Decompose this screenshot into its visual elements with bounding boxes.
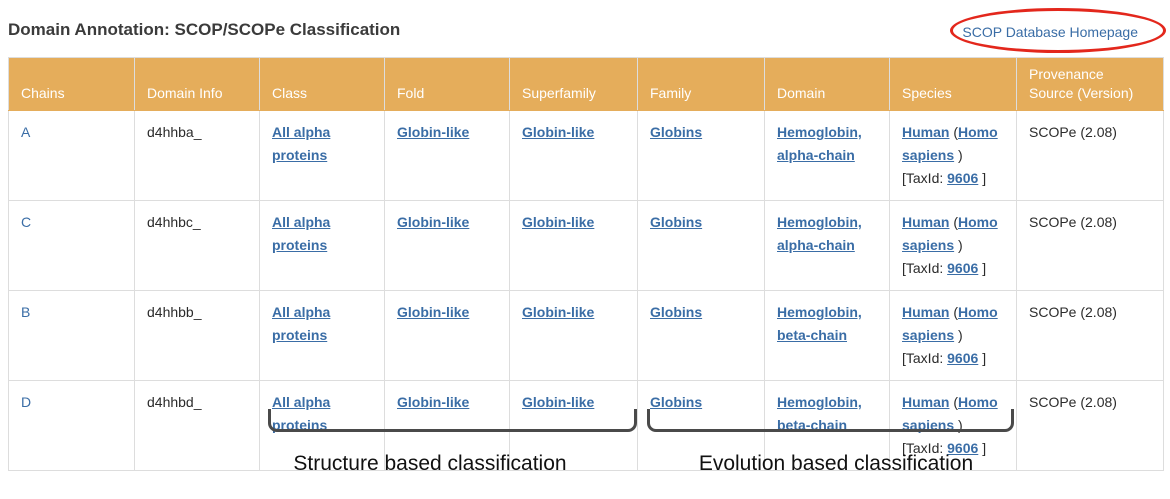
species-taxid-label: ) [TaxId:	[902, 147, 963, 186]
species-taxid-link[interactable]: 9606	[947, 170, 979, 186]
species-scientific-link[interactable]: Homo sapiens	[902, 124, 998, 163]
domain-link[interactable]: Hemoglobin, alpha-chain	[777, 124, 862, 163]
column-header-class: Class	[259, 57, 385, 111]
table-row: D d4hhbd_ All alpha proteins Globin-like…	[8, 380, 1164, 471]
class-link[interactable]: All alpha proteins	[272, 124, 331, 163]
column-header-species: Species	[889, 57, 1017, 111]
species-punctuation: (	[953, 124, 959, 140]
superfamily-link[interactable]: Globin-like	[522, 214, 595, 230]
column-header-domain-info: Domain Info	[134, 57, 260, 111]
domain-link[interactable]: Hemoglobin, alpha-chain	[777, 214, 862, 253]
family-link[interactable]: Globins	[650, 394, 703, 410]
species-common-link[interactable]: Human	[902, 214, 950, 230]
column-header-superfamily: Superfamily	[509, 57, 638, 111]
species-taxid-link[interactable]: 9606	[947, 440, 979, 456]
column-header-chains: Chains	[8, 57, 135, 111]
species-punctuation: ]	[982, 170, 987, 186]
table-row: B d4hhbb_ All alpha proteins Globin-like…	[8, 290, 1164, 381]
column-header-family: Family	[637, 57, 765, 111]
species-taxid-link[interactable]: 9606	[947, 350, 979, 366]
provenance-value: SCOPe (2.08)	[1029, 304, 1117, 320]
structure-classification-label: Structure based classification	[293, 452, 567, 475]
species-punctuation: ]	[982, 440, 987, 456]
domain-info-value: d4hhba_	[147, 124, 202, 140]
domain-info-value: d4hhbb_	[147, 304, 202, 320]
page-title: Domain Annotation: SCOP/SCOPe Classifica…	[8, 20, 401, 39]
chain-link[interactable]: A	[21, 124, 31, 140]
structure-classification-brace	[268, 409, 637, 432]
species-punctuation: (	[953, 304, 959, 320]
species-common-link[interactable]: Human	[902, 304, 950, 320]
species-punctuation: (	[953, 214, 959, 230]
fold-link[interactable]: Globin-like	[397, 214, 470, 230]
provenance-value: SCOPe (2.08)	[1029, 394, 1117, 410]
table-header-row: Chains Domain Info Class Fold Superfamil…	[8, 57, 1164, 111]
provenance-value: SCOPe (2.08)	[1029, 214, 1117, 230]
species-scientific-link[interactable]: Homo sapiens	[902, 304, 998, 343]
species-taxid-label: ) [TaxId:	[902, 327, 963, 366]
family-link[interactable]: Globins	[650, 214, 703, 230]
chain-link[interactable]: D	[21, 394, 32, 410]
class-link[interactable]: All alpha proteins	[272, 214, 331, 253]
superfamily-link[interactable]: Globin-like	[522, 394, 595, 410]
species-common-link[interactable]: Human	[902, 394, 950, 410]
column-header-domain: Domain	[764, 57, 890, 111]
evolution-classification-label: Evolution based classification	[698, 452, 974, 475]
domain-link[interactable]: Hemoglobin, beta-chain	[777, 304, 862, 343]
species-taxid-link[interactable]: 9606	[947, 260, 979, 276]
family-link[interactable]: Globins	[650, 304, 703, 320]
scop-classification-table: Chains Domain Info Class Fold Superfamil…	[8, 57, 1164, 471]
table-row: A d4hhba_ All alpha proteins Globin-like…	[8, 110, 1164, 201]
column-header-provenance: Provenance Source (Version)	[1016, 57, 1164, 111]
fold-link[interactable]: Globin-like	[397, 304, 470, 320]
superfamily-link[interactable]: Globin-like	[522, 124, 595, 140]
scop-database-homepage-link[interactable]: SCOP Database Homepage	[962, 24, 1138, 40]
species-punctuation: ]	[982, 350, 987, 366]
class-link[interactable]: All alpha proteins	[272, 304, 331, 343]
domain-info-value: d4hhbc_	[147, 214, 201, 230]
species-common-link[interactable]: Human	[902, 124, 950, 140]
species-punctuation: (	[953, 394, 959, 410]
fold-link[interactable]: Globin-like	[397, 394, 470, 410]
species-scientific-link[interactable]: Homo sapiens	[902, 214, 998, 253]
species-punctuation: ]	[982, 260, 987, 276]
evolution-classification-brace	[647, 409, 1014, 432]
species-taxid-label: ) [TaxId:	[902, 237, 963, 276]
chain-link[interactable]: C	[21, 214, 32, 230]
chain-link[interactable]: B	[21, 304, 31, 320]
domain-info-value: d4hhbd_	[147, 394, 202, 410]
fold-link[interactable]: Globin-like	[397, 124, 470, 140]
provenance-value: SCOPe (2.08)	[1029, 124, 1117, 140]
column-header-fold: Fold	[384, 57, 510, 111]
species-taxid-label: ) [TaxId:	[902, 417, 963, 456]
superfamily-link[interactable]: Globin-like	[522, 304, 595, 320]
table-row: C d4hhbc_ All alpha proteins Globin-like…	[8, 200, 1164, 291]
family-link[interactable]: Globins	[650, 124, 703, 140]
